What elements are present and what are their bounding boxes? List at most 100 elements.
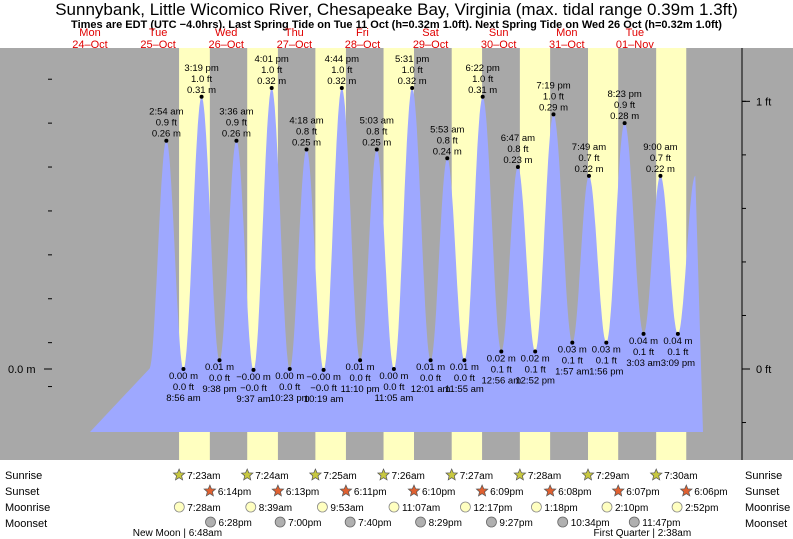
tide-ft-label: 1.0 ft: [331, 65, 352, 76]
tide-ft-label: 0.8 ft: [296, 126, 317, 137]
moon-phase-label: New Moon | 6:48am: [133, 528, 222, 539]
tide-ft-label: 0.0 ft: [383, 382, 404, 393]
tide-ft-label: 0.9 ft: [226, 118, 247, 129]
tide-point: [304, 147, 309, 152]
chart-subtitle: Times are EDT (UTC −4.0hrs). Last Spring…: [71, 19, 722, 31]
tide-ft-label: 0.0 ft: [279, 382, 300, 393]
tide-time-label: 11:10 pm: [341, 384, 380, 395]
tide-point: [515, 165, 520, 170]
sunset-star-icon: [543, 484, 557, 497]
tide-m-label: 0.25 m: [292, 137, 321, 148]
tide-m-label: 0.04 m: [629, 336, 658, 347]
tide-m-label: 0.03 m: [592, 345, 621, 356]
tide-point: [251, 367, 256, 372]
tide-ft-label: 0.0 ft: [420, 373, 441, 384]
sunset-time: 6:13pm: [286, 487, 319, 498]
moonset-icon: [486, 516, 497, 528]
tide-curve: [90, 88, 703, 432]
sunrise-star-icon: [649, 468, 663, 481]
sunrise-time: 7:29am: [596, 471, 629, 482]
legend: Sunrise Sunrise Sunset Sunset Moonrise Moonri…: [5, 470, 790, 530]
tide-m-label: 0.22 m: [574, 164, 603, 175]
tide-time-label: 7:49 am: [572, 142, 606, 153]
legend-left-moonrise: Moonrise: [5, 502, 50, 514]
moonset-time: 8:29pm: [429, 518, 462, 529]
tide-ft-label: 0.0 ft: [209, 373, 230, 384]
sunset-time: 6:09pm: [490, 487, 523, 498]
legend-left-sunrise: Sunrise: [5, 470, 42, 482]
sunset-time: 6:14pm: [218, 487, 251, 498]
tide-point: [533, 349, 538, 354]
tide-time-label: 8:23 pm: [607, 89, 641, 100]
tide-point: [499, 349, 504, 354]
tide-point: [339, 86, 344, 90]
sunrise-time: 7:27am: [460, 471, 493, 482]
tide-m-label: 0.24 m: [433, 146, 462, 157]
tide-ft-label: 0.1 ft: [667, 347, 688, 358]
moonrise-icon: [671, 501, 683, 513]
tide-time-label: 4:18 am: [289, 115, 323, 126]
tide-m-label: 0.29 m: [539, 102, 568, 113]
moonrise-time: 2:10pm: [615, 503, 648, 514]
tide-area: [90, 88, 703, 432]
tide-time-label: 3:36 am: [219, 107, 253, 118]
tide-ft-label: 0.0 ft: [173, 382, 194, 393]
sunset-star-icon: [407, 484, 421, 497]
tide-m-label: 0.32 m: [398, 76, 427, 87]
sunrise-time: 7:30am: [664, 471, 697, 482]
tide-m-label: 0.01 m: [450, 362, 479, 373]
sunrise-time: 7:26am: [392, 471, 425, 482]
legend-right-moonset: Moonset: [745, 518, 787, 530]
moonset-icon: [344, 516, 356, 528]
tide-m-label: 0.32 m: [257, 76, 286, 87]
moonset-icon: [274, 516, 286, 528]
tide-time-label: 12:01 am: [411, 384, 451, 395]
moonrise-time: 12:17pm: [473, 503, 512, 514]
sunset-time: 6:08pm: [558, 487, 591, 498]
tide-ft-label: 0.8 ft: [437, 135, 458, 146]
moonrise-icon: [388, 501, 400, 513]
tide-ft-label: 0.0 ft: [454, 373, 475, 384]
day-name-label: Tue: [626, 27, 645, 39]
day-name-label: Thu: [285, 27, 304, 39]
tide-ft-label: 0.1 ft: [633, 347, 654, 358]
tide-ft-label: 0.8 ft: [366, 126, 387, 137]
sunrise-time: 7:25am: [323, 471, 356, 482]
sunset-star-icon: [203, 484, 217, 497]
tide-point: [181, 367, 186, 371]
sunset-time: 6:11pm: [354, 487, 387, 498]
tide-time-label: 11:55 am: [445, 384, 484, 395]
day-labels: Mon24–OctTue25–OctWed26–OctThu27–OctFri2…: [72, 27, 654, 51]
day-date-label: 30–Oct: [481, 39, 516, 51]
day-date-label: 24–Oct: [72, 39, 107, 51]
tide-m-label: 0.32 m: [327, 76, 356, 87]
tide-time-label: 3:03 am: [626, 358, 660, 369]
sunset-time: 6:06pm: [694, 487, 727, 498]
moonset-time: 9:27pm: [499, 518, 532, 529]
tide-point: [217, 358, 222, 363]
sunrise-star-icon: [376, 468, 391, 481]
moonrise-icon: [316, 501, 328, 513]
moonrise-time: 2:52pm: [685, 503, 718, 514]
legend-left-sunset: Sunset: [5, 486, 39, 498]
tide-m-label: 0.00 m: [379, 371, 408, 382]
sunset-star-icon: [271, 484, 285, 497]
tide-m-label: 0.00 m: [275, 371, 304, 382]
sunset-star-icon: [339, 484, 353, 497]
sunrise-star-icon: [513, 468, 527, 481]
day-date-label: 31–Oct: [549, 39, 584, 51]
moonset-time: 7:40pm: [358, 518, 391, 529]
tide-point: [445, 156, 450, 161]
tide-m-label: 0.02 m: [487, 353, 516, 364]
tide-time-label: 4:01 pm: [255, 54, 289, 65]
tide-ft-label: −0.0 ft: [310, 383, 337, 394]
legend-left-moonset: Moonset: [5, 518, 47, 530]
tide-point: [551, 112, 556, 117]
day-name-label: Tue: [149, 27, 168, 39]
tide-m-label: 0.02 m: [521, 353, 550, 364]
moonset-icon: [205, 516, 216, 528]
tide-ft-label: −0.0 ft: [240, 383, 267, 394]
moonrise-icon: [173, 501, 185, 513]
tide-labels: 2:54 am0.9 ft0.26 m0.00 m0.0 ft8:56 am3:…: [149, 54, 695, 405]
